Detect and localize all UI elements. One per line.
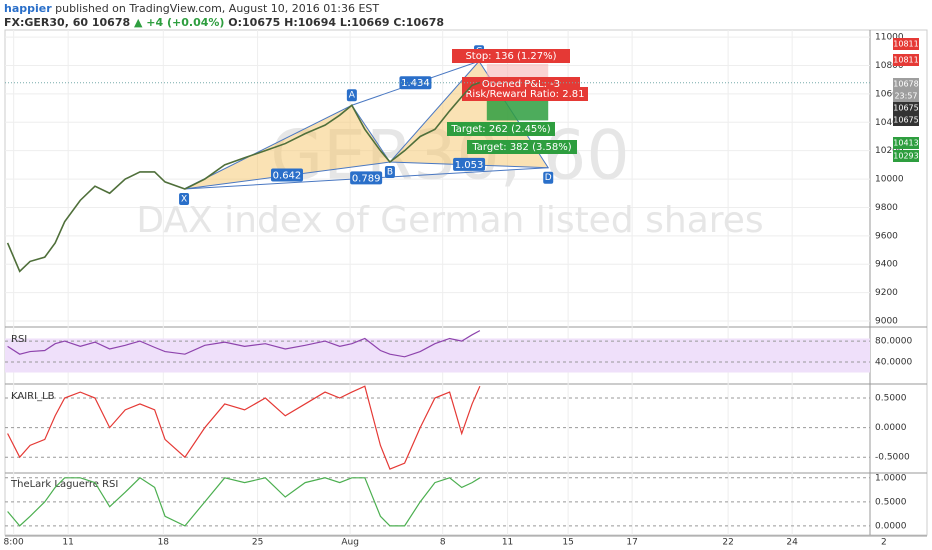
price-tag (893, 114, 919, 126)
position-label-box (467, 140, 577, 154)
price-tag-label: 10811 (893, 56, 918, 65)
price-tag-label: 10678 (893, 80, 918, 89)
price-tag (893, 137, 919, 149)
symbol: FX:GER30, 60 (4, 16, 89, 29)
y-tick-label: 40.0000 (875, 358, 912, 368)
countdown: 23:57 (894, 92, 917, 101)
x-tick-label: 18 (158, 538, 170, 548)
position-label-box (452, 49, 570, 63)
y-tick-label: 10200 (875, 146, 904, 156)
position-label-box (462, 87, 588, 101)
position-label: Risk/Reward Ratio: 2.81 (465, 89, 584, 100)
ratio-box (399, 76, 432, 90)
x-tick-label: 17 (626, 538, 637, 548)
position-label-box (447, 122, 555, 136)
ratio-label: 0.642 (273, 171, 302, 182)
x-tick-label: 22 (722, 538, 733, 548)
y-tick-label: 9600 (875, 231, 898, 241)
x-tick-label: Aug (341, 538, 359, 548)
price-tag-label: 10675 (893, 104, 918, 113)
last: 10678 (91, 16, 131, 29)
x-tick-label: 8:00 (4, 538, 24, 548)
quote-line: FX:GER30, 60 10678 ▲ +4 (+0.04%) O:10675… (4, 16, 444, 30)
price-tag (893, 54, 919, 66)
y-tick-label: 9800 (875, 203, 898, 213)
x-tick-label: 11 (502, 538, 513, 548)
y-tick-label: 9200 (875, 288, 898, 298)
author[interactable]: happier (4, 2, 52, 15)
x-tick-label: 25 (252, 538, 263, 548)
y-tick-label: 10800 (875, 61, 904, 71)
price-tag (893, 102, 919, 114)
y-tick-label: 0.0000 (875, 521, 907, 531)
y-tick-label: 9000 (875, 317, 898, 327)
publish-line: happier published on TradingView.com, Au… (4, 2, 444, 16)
x-tick-label: 24 (786, 538, 798, 548)
ratio-label: 1.434 (401, 78, 430, 89)
y-tick-label: 0.5000 (875, 497, 907, 507)
plot-frame (4, 29, 928, 536)
point-box (384, 166, 395, 179)
ratio-label: 1.053 (455, 160, 484, 171)
countdown-box (893, 90, 919, 102)
y-tick-label: 10000 (875, 175, 904, 185)
point-box (179, 193, 190, 206)
rsi-band (5, 338, 870, 373)
ohlc: O:10675 H:10694 L:10669 C:10678 (228, 16, 445, 29)
price-tag (893, 78, 919, 90)
x-tick-label: 2 (881, 538, 887, 548)
price-tag (893, 38, 919, 50)
ratio-label: 0.789 (352, 173, 381, 184)
series-line (6, 81, 481, 273)
ratio-box (453, 157, 486, 171)
change: ▲ +4 (+0.04%) (134, 16, 225, 29)
pane-title: RSI (11, 334, 27, 345)
x-tick-label: 8 (440, 538, 446, 548)
point-box (346, 89, 357, 102)
series-line (7, 330, 481, 358)
y-tick-label: 9400 (875, 260, 898, 270)
pane-title: KAIRI_LB (11, 391, 55, 402)
price-tag-label: 10675 (893, 116, 918, 125)
series-line (7, 385, 481, 470)
price-tag-label: 10413 (893, 139, 918, 148)
series-line (7, 477, 481, 527)
x-tick-label: 15 (562, 538, 573, 548)
y-tick-label: -0.5000 (875, 453, 910, 463)
price-tag-label: 10811 (893, 40, 918, 49)
y-tick-label: 10600 (875, 89, 904, 99)
price-tag-label: 10293 (893, 152, 918, 161)
position-label: Stop: 136 (1.27%) (465, 51, 556, 62)
point-label: D (545, 173, 552, 183)
y-tick-label: 0.5000 (875, 394, 907, 404)
y-tick-label: 80.0000 (875, 337, 912, 347)
ratio-box (350, 171, 383, 185)
watermark-subtitle: DAX index of German listed shares (136, 200, 763, 241)
price-tag (893, 150, 919, 162)
position-label: Target: 262 (2.45%) (450, 124, 550, 135)
ratio-box (270, 168, 303, 182)
y-tick-label: 1.0000 (875, 473, 907, 483)
header: happier published on TradingView.com, Au… (4, 2, 444, 30)
pane-title: TheLark Laguerre RSI (10, 479, 118, 490)
y-tick-label: 10400 (875, 118, 904, 128)
point-box (543, 171, 554, 184)
x-tick-label: 11 (62, 538, 73, 548)
position-label: Opened P&L: -3 (482, 79, 560, 90)
y-tick-label: 0.0000 (875, 423, 907, 433)
point-label: X (181, 195, 187, 205)
y-tick-label: 11000 (875, 33, 904, 43)
point-label: A (349, 91, 356, 101)
point-label: B (387, 168, 393, 178)
published: published on TradingView.com, August 10,… (55, 2, 380, 15)
position-label: Target: 382 (3.58%) (471, 142, 571, 153)
